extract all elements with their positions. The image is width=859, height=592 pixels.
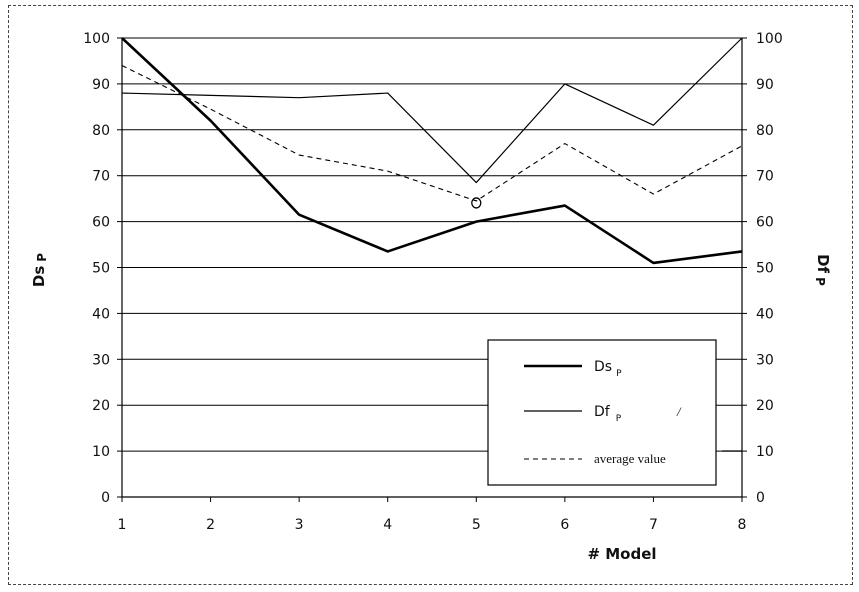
left-tick-label-20: 20 — [92, 398, 110, 414]
right-tick-label-70: 70 — [756, 169, 774, 185]
right-tick-label-10: 10 — [756, 444, 774, 460]
right-tick-label-90: 90 — [756, 77, 774, 93]
x-tick-label-5: 5 — [472, 517, 481, 533]
right-tick-label-60: 60 — [756, 215, 774, 231]
left-tick-label-80: 80 — [92, 123, 110, 139]
left-tick-label-70: 70 — [92, 169, 110, 185]
right-tick-label-0: 0 — [756, 490, 765, 506]
series-line-1 — [121, 37, 743, 184]
right-tick-label-30: 30 — [756, 352, 774, 368]
legend-label-ds: Ds P — [594, 359, 622, 379]
legend-annotation-slash: / — [676, 404, 682, 419]
legend: Ds P Df P / average value — [487, 339, 717, 486]
left-tick-label-30: 30 — [92, 352, 110, 368]
right-y-tick-labels: 0 10 20 30 40 50 60 70 80 90 100 — [756, 31, 783, 506]
series-line-2 — [121, 65, 743, 202]
right-tick-label-100: 100 — [756, 31, 783, 47]
annotation-circle-model-5 — [471, 197, 482, 209]
x-tick-label-1: 1 — [118, 517, 127, 533]
x-tick-label-8: 8 — [738, 517, 747, 533]
left-tick-label-40: 40 — [92, 306, 110, 322]
x-tick-label-6: 6 — [560, 517, 569, 533]
legend-label-average: average value — [594, 451, 666, 466]
x-axis-title: # Model — [587, 545, 656, 563]
left-tick-label-90: 90 — [92, 77, 110, 93]
legend-label-df: Df P — [594, 404, 622, 424]
x-tick-label-2: 2 — [206, 517, 215, 533]
series-layer — [121, 37, 743, 265]
right-tick-label-80: 80 — [756, 123, 774, 139]
x-tick-labels: 1 2 3 4 5 6 7 8 — [118, 517, 747, 533]
left-axis-title: DsP — [30, 253, 49, 287]
right-tick-label-40: 40 — [756, 306, 774, 322]
x-tick-label-4: 4 — [383, 517, 392, 533]
right-tick-label-50: 50 — [756, 261, 774, 277]
right-tick-label-20: 20 — [756, 398, 774, 414]
series-line-0 — [121, 37, 743, 265]
left-y-tick-labels: 0 10 20 30 40 50 60 70 80 90 100 — [83, 31, 110, 506]
left-tick-label-60: 60 — [92, 215, 110, 231]
left-tick-label-50: 50 — [92, 261, 110, 277]
x-tick-label-7: 7 — [649, 517, 658, 533]
right-axis-title: DfP — [813, 254, 832, 286]
legend-box — [487, 339, 717, 486]
axes — [121, 38, 743, 502]
chart-frame — [8, 5, 853, 585]
left-tick-label-0: 0 — [101, 490, 110, 506]
left-tick-label-10: 10 — [92, 444, 110, 460]
left-tick-label-100: 100 — [83, 31, 110, 47]
x-tick-label-3: 3 — [295, 517, 304, 533]
